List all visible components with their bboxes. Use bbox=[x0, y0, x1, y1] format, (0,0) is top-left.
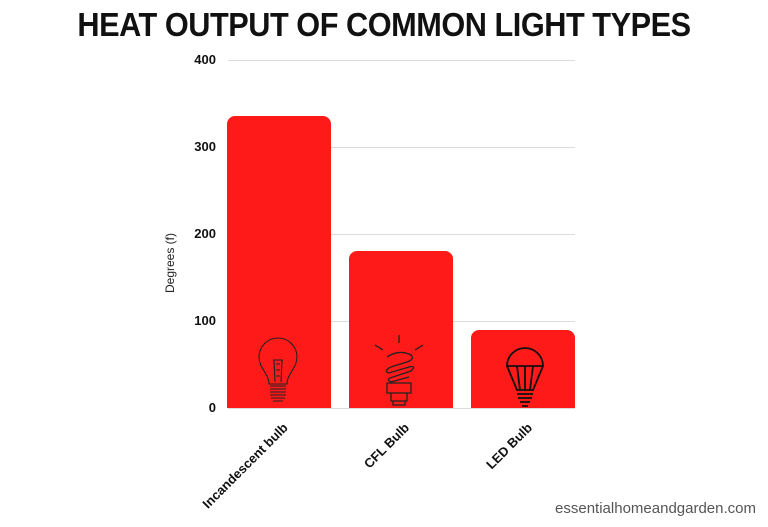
gridline-400 bbox=[228, 60, 575, 61]
gridline-300 bbox=[228, 147, 575, 148]
y-axis-label: Degrees (f) bbox=[163, 232, 177, 294]
led-bulb-icon bbox=[506, 347, 544, 407]
y-tick-200: 200 bbox=[194, 226, 216, 241]
x-label-led: LED Bulb bbox=[482, 420, 535, 472]
bar-cfl bbox=[349, 251, 453, 408]
bar-incandescent bbox=[227, 116, 331, 408]
x-label-cfl: CFL Bulb bbox=[361, 420, 413, 472]
y-tick-400: 400 bbox=[194, 52, 216, 67]
cfl-bulb-icon bbox=[374, 335, 424, 406]
x-label-incandescent: Incandescent bulb bbox=[199, 420, 291, 512]
chart-title: HEAT OUTPUT OF COMMON LIGHT TYPES bbox=[77, 6, 691, 43]
y-tick-0: 0 bbox=[208, 400, 216, 415]
y-tick-100: 100 bbox=[194, 313, 216, 328]
gridline-0 bbox=[228, 408, 575, 409]
bar-led bbox=[471, 330, 575, 408]
y-tick-300: 300 bbox=[194, 139, 216, 154]
watermark: essentialhomeandgarden.com bbox=[555, 500, 756, 517]
incandescent-bulb-icon bbox=[258, 337, 298, 402]
gridline-200 bbox=[228, 234, 575, 235]
